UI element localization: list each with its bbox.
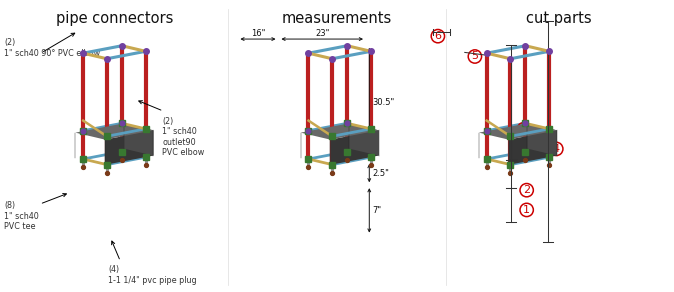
Text: cut parts: cut parts	[526, 11, 592, 26]
Text: (2)
1" sch40
outlet90
PVC elbow: (2) 1" sch40 outlet90 PVC elbow	[162, 117, 204, 157]
Text: 5: 5	[471, 51, 479, 62]
Text: 2.5": 2.5"	[372, 169, 389, 178]
Polygon shape	[301, 123, 379, 140]
Text: 4: 4	[553, 144, 560, 154]
Text: (2)
1" sch40 90° PVC elbow: (2) 1" sch40 90° PVC elbow	[4, 39, 100, 58]
Text: (8)
1" sch40
PVC tee: (8) 1" sch40 PVC tee	[4, 201, 39, 231]
Text: pipe connectors: pipe connectors	[56, 11, 173, 26]
Text: 16": 16"	[251, 29, 265, 38]
Polygon shape	[527, 123, 557, 156]
Polygon shape	[330, 130, 379, 165]
Text: 3: 3	[520, 124, 528, 134]
Polygon shape	[479, 123, 557, 140]
Text: 1: 1	[523, 205, 530, 215]
Polygon shape	[349, 123, 379, 156]
Text: 30.5": 30.5"	[372, 98, 394, 107]
Text: 23": 23"	[315, 29, 330, 38]
Text: 6: 6	[434, 31, 441, 41]
Polygon shape	[508, 130, 557, 165]
Polygon shape	[105, 130, 154, 165]
Text: measurements: measurements	[282, 11, 392, 26]
Text: 2: 2	[523, 185, 530, 195]
Text: (4)
1-1 1/4" pvc pipe plug: (4) 1-1 1/4" pvc pipe plug	[109, 265, 197, 284]
Text: 7": 7"	[372, 206, 381, 215]
Polygon shape	[75, 123, 154, 140]
Polygon shape	[124, 123, 154, 156]
